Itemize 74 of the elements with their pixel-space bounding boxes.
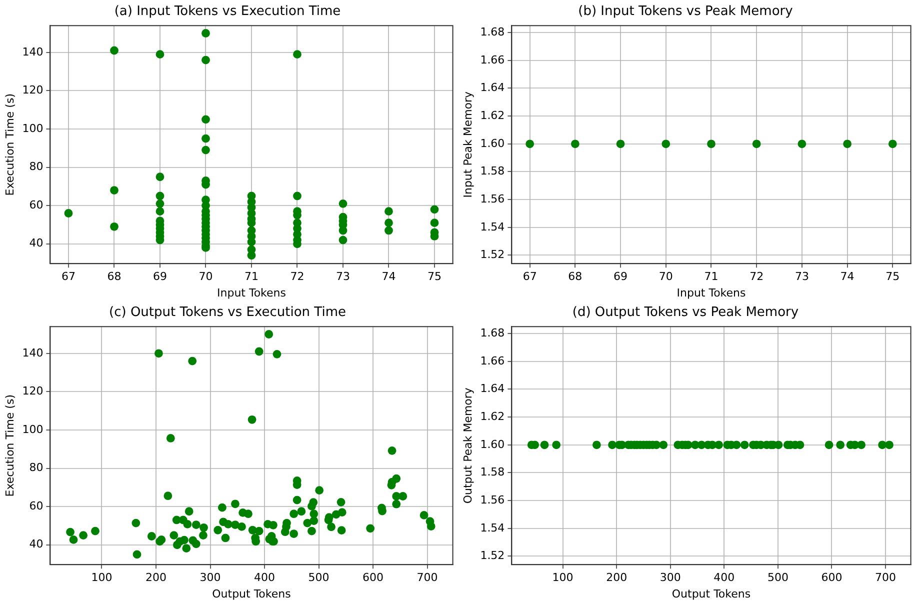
y-tick-label: 1.68 bbox=[480, 25, 505, 38]
chart-title: (d) Output Tokens vs Peak Memory bbox=[572, 305, 799, 320]
x-tick-label: 72 bbox=[290, 270, 304, 284]
y-tick-label: 40 bbox=[29, 538, 44, 551]
x-axis-title: Input Tokens bbox=[216, 286, 286, 300]
y-tick-label: 1.64 bbox=[480, 81, 505, 94]
y-tick-label: 1.66 bbox=[480, 53, 505, 66]
y-tick-label: 60 bbox=[29, 198, 44, 212]
x-tick-label: 300 bbox=[200, 571, 221, 584]
y-tick-label: 80 bbox=[29, 160, 44, 174]
x-tick-label: 71 bbox=[244, 270, 258, 284]
x-tick-label: 67 bbox=[522, 270, 537, 284]
y-tick-label: 1.54 bbox=[480, 220, 505, 234]
x-tick-label: 600 bbox=[362, 571, 384, 584]
y-tick-label: 100 bbox=[22, 422, 44, 436]
x-tick-label: 200 bbox=[606, 571, 628, 584]
y-axis-title: Input Peak Memory bbox=[461, 90, 474, 198]
x-tick-label: 71 bbox=[704, 270, 718, 284]
y-tick-label: 120 bbox=[22, 84, 44, 97]
chart-title: (b) Input Tokens vs Peak Memory bbox=[578, 4, 794, 20]
x-tick-label: 73 bbox=[794, 270, 809, 284]
y-tick-label: 1.58 bbox=[480, 466, 505, 479]
x-tick-label: 200 bbox=[146, 571, 166, 584]
y-tick-label: 1.56 bbox=[480, 493, 505, 506]
y-tick-label: 80 bbox=[29, 461, 44, 474]
x-axis-title: Input Tokens bbox=[676, 286, 746, 300]
x-tick-label: 75 bbox=[886, 270, 900, 284]
x-tick-label: 73 bbox=[336, 270, 350, 284]
y-tick-label: 1.58 bbox=[480, 164, 505, 178]
x-tick-label: 100 bbox=[552, 571, 574, 584]
y-tick-label: 1.52 bbox=[480, 248, 505, 262]
y-axis-title: Execution Time (s) bbox=[3, 394, 16, 497]
x-tick-label: 70 bbox=[198, 270, 213, 284]
x-tick-label: 600 bbox=[821, 571, 842, 584]
chart-title: (a) Input Tokens vs Execution Time bbox=[114, 4, 341, 20]
x-tick-label: 69 bbox=[614, 270, 628, 284]
x-tick-label: 75 bbox=[428, 270, 442, 284]
x-tick-label: 500 bbox=[308, 571, 330, 584]
y-tick-label: 1.54 bbox=[480, 521, 505, 534]
y-tick-label: 1.62 bbox=[480, 410, 505, 423]
chart-title: (c) Output Tokens vs Execution Time bbox=[109, 305, 346, 320]
y-tick-label: 40 bbox=[29, 236, 44, 250]
x-tick-label: 100 bbox=[91, 571, 112, 584]
y-tick-label: 1.66 bbox=[480, 354, 505, 368]
x-tick-label: 68 bbox=[568, 270, 582, 284]
y-tick-label: 120 bbox=[22, 384, 44, 398]
x-axis-title: Output Tokens bbox=[672, 587, 751, 600]
y-tick-label: 1.60 bbox=[480, 136, 505, 150]
x-axis-title: Output Tokens bbox=[212, 587, 292, 600]
x-tick-label: 500 bbox=[767, 571, 788, 584]
x-tick-label: 400 bbox=[714, 571, 735, 584]
y-tick-label: 140 bbox=[22, 45, 44, 58]
x-tick-label: 300 bbox=[660, 571, 681, 584]
y-axis-title: Execution Time (s) bbox=[3, 93, 16, 196]
x-tick-label: 74 bbox=[840, 270, 854, 284]
x-tick-label: 70 bbox=[658, 270, 673, 284]
x-tick-label: 72 bbox=[750, 270, 764, 284]
x-tick-label: 400 bbox=[254, 571, 276, 584]
x-tick-label: 74 bbox=[382, 270, 396, 284]
y-tick-label: 1.60 bbox=[480, 438, 505, 451]
x-tick-label: 700 bbox=[875, 571, 896, 584]
x-tick-label: 67 bbox=[61, 270, 76, 284]
x-tick-label: 69 bbox=[152, 270, 167, 284]
y-tick-label: 140 bbox=[22, 346, 44, 360]
y-tick-label: 1.56 bbox=[480, 192, 505, 206]
x-tick-label: 68 bbox=[107, 270, 122, 284]
y-tick-label: 1.68 bbox=[480, 326, 505, 340]
y-tick-label: 60 bbox=[29, 499, 44, 512]
x-tick-label: 700 bbox=[416, 571, 438, 584]
y-tick-label: 1.64 bbox=[480, 382, 505, 396]
y-tick-label: 1.52 bbox=[480, 549, 505, 562]
y-tick-label: 100 bbox=[22, 122, 44, 135]
y-axis-title: Output Peak Memory bbox=[461, 387, 474, 504]
y-tick-label: 1.62 bbox=[480, 108, 505, 122]
